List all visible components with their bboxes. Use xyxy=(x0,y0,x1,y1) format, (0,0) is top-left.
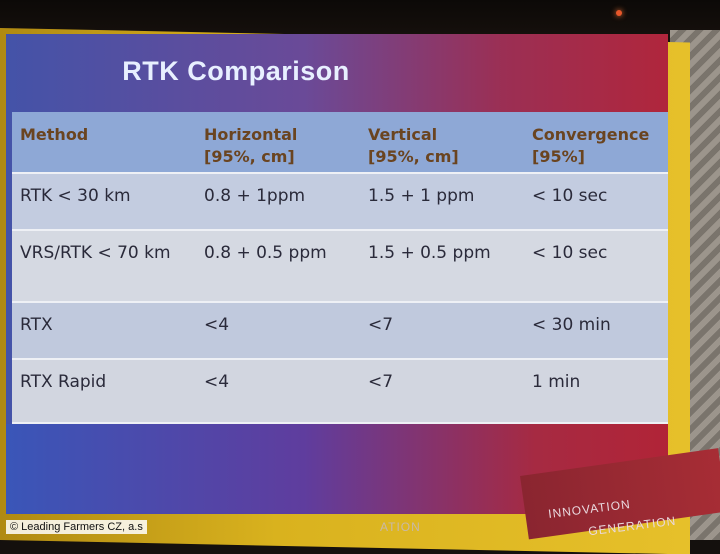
header-label: Vertical [95%, cm] xyxy=(368,125,459,166)
cell-method: RTX xyxy=(12,302,196,360)
cell-method: RTX Rapid xyxy=(12,359,196,423)
cell-convergence: 1 min xyxy=(524,359,668,423)
cell-horizontal: <4 xyxy=(196,302,360,360)
header-label: Method xyxy=(20,125,89,144)
cell-horizontal: 0.8 + 1ppm xyxy=(196,173,360,231)
cell-convergence: < 10 sec xyxy=(524,230,668,303)
header-convergence: Convergence [95%] xyxy=(524,112,668,173)
table-row: RTX <4 <7 < 30 min xyxy=(12,302,668,360)
cell-method: VRS/RTK < 70 km xyxy=(12,230,196,303)
header-label: Convergence [95%] xyxy=(532,125,650,166)
header-horizontal: Horizontal [95%, cm] xyxy=(196,112,360,173)
copyright-watermark: © Leading Farmers CZ, a.s xyxy=(6,520,147,534)
cell-vertical: <7 xyxy=(360,302,524,360)
table-row: RTX Rapid <4 <7 1 min xyxy=(12,359,668,423)
cell-convergence: < 10 sec xyxy=(524,173,668,231)
cell-vertical: 1.5 + 1 ppm xyxy=(360,173,524,231)
table-row: VRS/RTK < 70 km 0.8 + 0.5 ppm 1.5 + 0.5 … xyxy=(12,230,668,303)
cell-horizontal: <4 xyxy=(196,359,360,423)
cell-vertical: <7 xyxy=(360,359,524,423)
header-method: Method xyxy=(12,112,196,173)
indicator-light xyxy=(616,10,622,16)
cell-method: RTK < 30 km xyxy=(12,173,196,231)
comparison-table: Method Horizontal [95%, cm] Vertical [95… xyxy=(12,112,668,424)
presentation-slide: RTK Comparison Method Horizontal [95%, c… xyxy=(6,34,668,514)
slide-title: RTK Comparison xyxy=(122,56,350,86)
table-row: RTK < 30 km 0.8 + 1ppm 1.5 + 1 ppm < 10 … xyxy=(12,173,668,231)
table-header-row: Method Horizontal [95%, cm] Vertical [95… xyxy=(12,112,668,173)
header-label: Horizontal [95%, cm] xyxy=(204,125,298,166)
cell-convergence: < 30 min xyxy=(524,302,668,360)
cell-horizontal: 0.8 + 0.5 ppm xyxy=(196,230,360,303)
cell-vertical: 1.5 + 0.5 ppm xyxy=(360,230,524,303)
logo-text-partial: ATION xyxy=(380,520,421,534)
header-vertical: Vertical [95%, cm] xyxy=(360,112,524,173)
